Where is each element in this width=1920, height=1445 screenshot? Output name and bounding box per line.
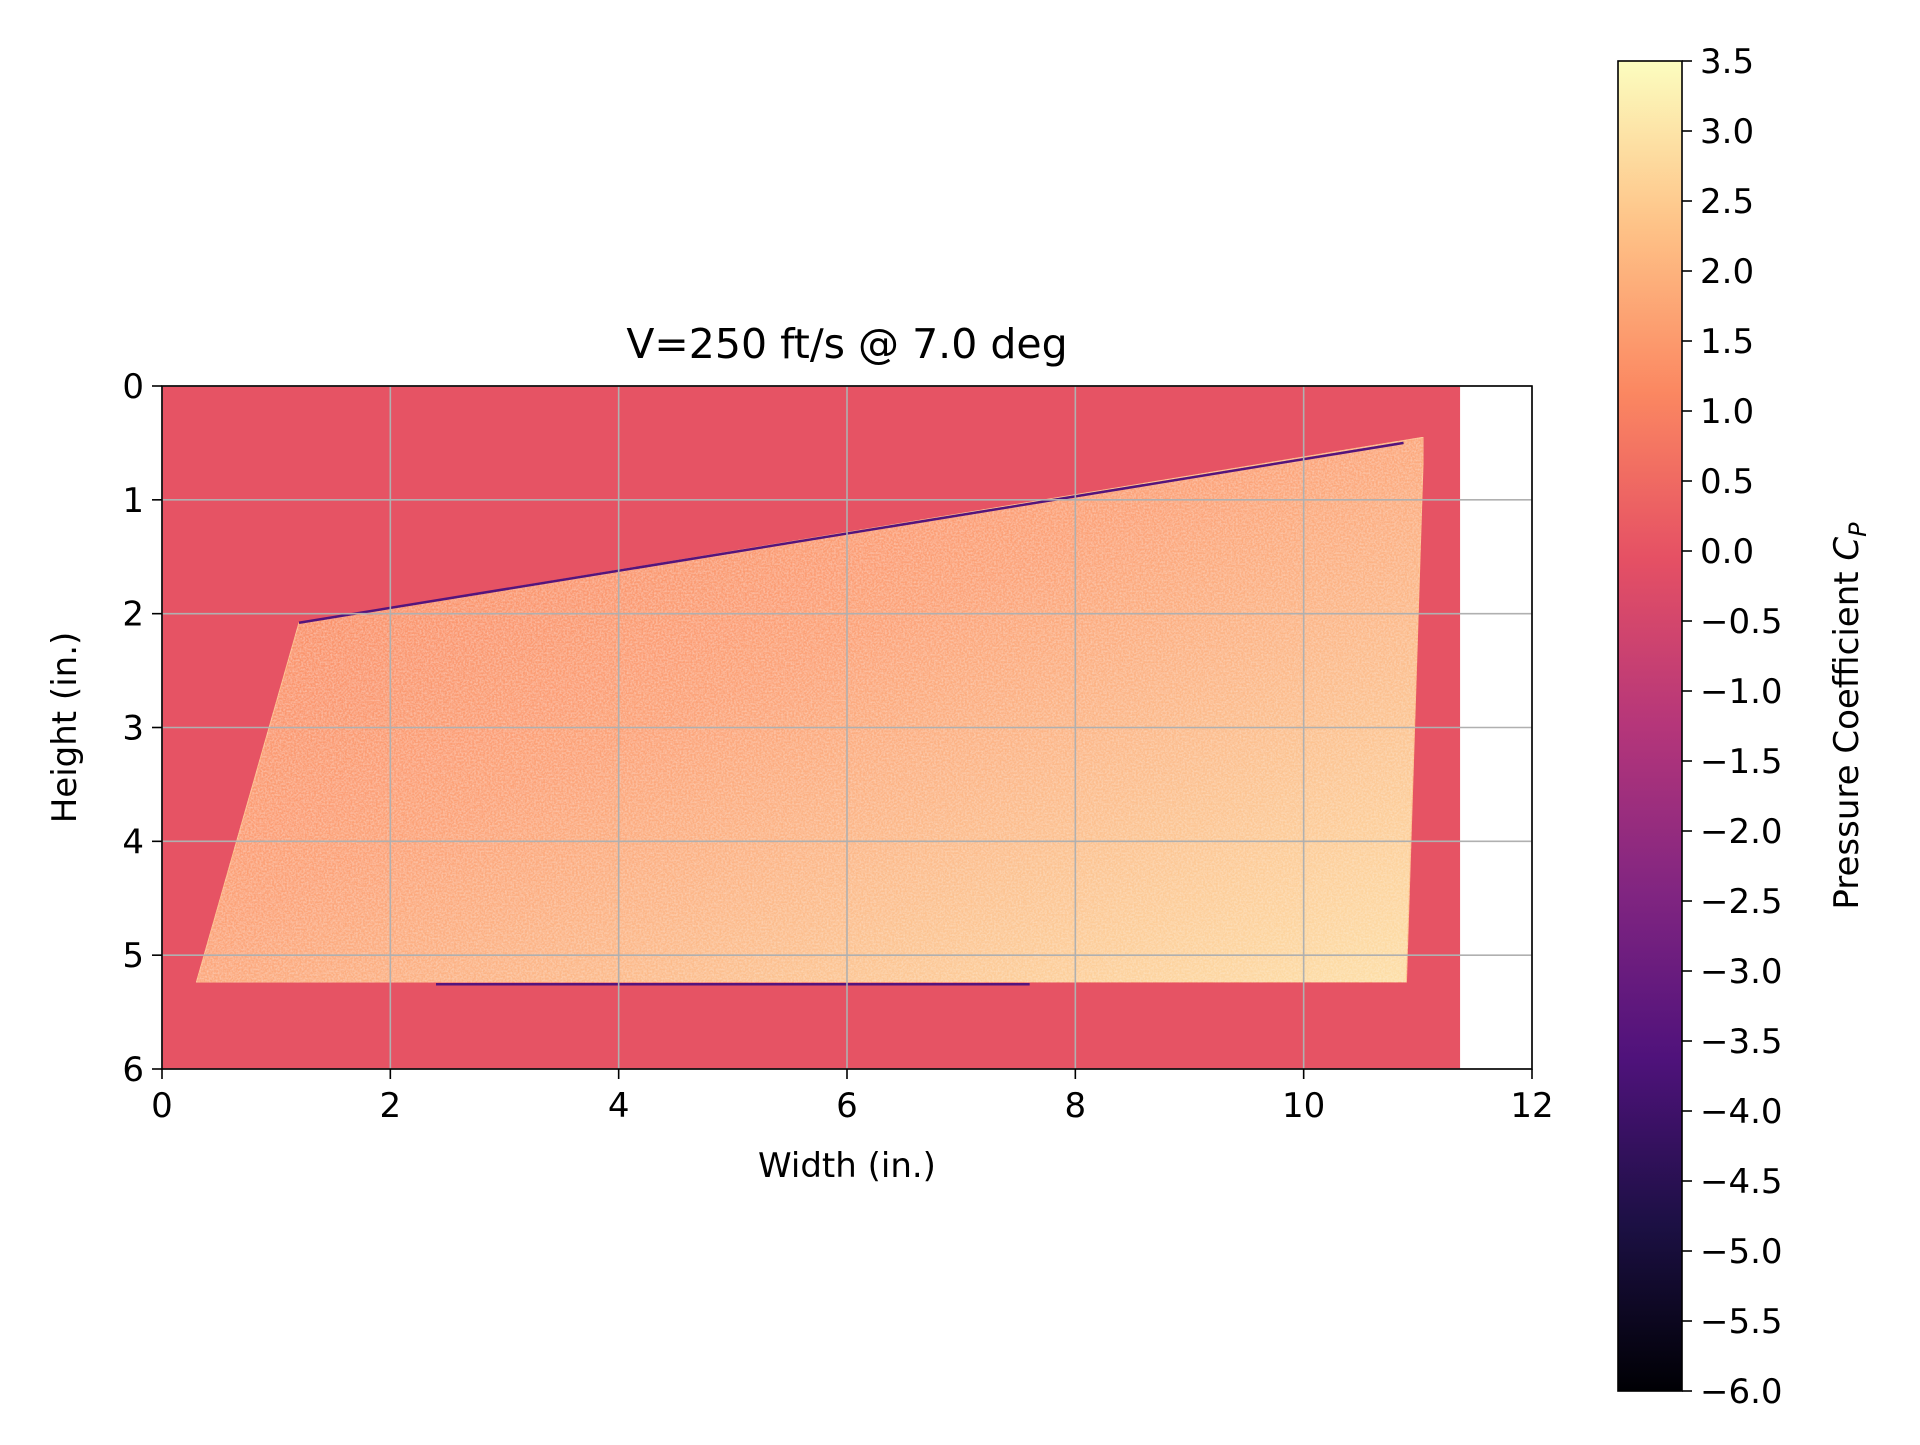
colorbar-label: Pressure Coefficient CP bbox=[1827, 522, 1872, 910]
x-tick-label: 2 bbox=[380, 1086, 402, 1126]
colorbar-tick-label: 3.0 bbox=[1700, 112, 1754, 152]
colorbar-tick-label: 0.5 bbox=[1700, 462, 1754, 502]
x-tick-label: 0 bbox=[151, 1086, 173, 1126]
colorbar-tick-label: 2.5 bbox=[1700, 182, 1754, 222]
y-tick-label: 0 bbox=[122, 367, 144, 407]
colorbar-tick-label: 3.5 bbox=[1700, 42, 1754, 82]
colorbar-tick-label: 1.0 bbox=[1700, 392, 1754, 432]
colorbar-label-subscript: P bbox=[1844, 522, 1872, 537]
x-tick-label: 6 bbox=[836, 1086, 858, 1126]
x-axis-label: Width (in.) bbox=[758, 1146, 936, 1186]
x-tick-label: 8 bbox=[1065, 1086, 1087, 1126]
y-tick-label: 1 bbox=[122, 481, 144, 521]
colorbar-tick-label: −1.5 bbox=[1700, 742, 1783, 782]
colorbar-tick-label: −4.0 bbox=[1700, 1092, 1783, 1132]
y-axis-ticks: 0 1 2 3 4 5 6 bbox=[122, 367, 162, 1090]
y-tick-label: 5 bbox=[122, 936, 144, 976]
colorbar-tick-label: −0.5 bbox=[1700, 602, 1783, 642]
colorbar-ticks: 3.5 3.0 2.5 2.0 1.5 1.0 0.5 0.0 −0.5 −1.0 −1.5 −2.0… bbox=[1682, 42, 1783, 1412]
colorbar-tick-label: −1.0 bbox=[1700, 672, 1783, 712]
y-axis-label: Height (in.) bbox=[45, 632, 85, 824]
colorbar-tick-label: −3.0 bbox=[1700, 952, 1783, 992]
y-tick-label: 2 bbox=[122, 595, 144, 635]
colorbar-tick-label: −6.0 bbox=[1700, 1372, 1783, 1412]
colorbar-tick-label: 2.0 bbox=[1700, 252, 1754, 292]
colorbar-tick-label: −5.0 bbox=[1700, 1232, 1783, 1272]
colorbar-tick-label: −3.5 bbox=[1700, 1022, 1783, 1062]
colorbar-label-symbol: C bbox=[1827, 537, 1867, 561]
colorbar-tick-label: −2.5 bbox=[1700, 882, 1783, 922]
colorbar-tick-label: −5.5 bbox=[1700, 1302, 1783, 1342]
x-axis-ticks: 0 2 4 6 8 10 12 bbox=[151, 1069, 1554, 1126]
colorbar-tick-label: −4.5 bbox=[1700, 1162, 1783, 1202]
y-tick-label: 6 bbox=[122, 1050, 144, 1090]
x-tick-label: 4 bbox=[608, 1086, 630, 1126]
surface-pressure-map bbox=[195, 436, 1424, 983]
y-tick-label: 3 bbox=[122, 709, 144, 749]
colorbar-label-main: Pressure Coefficient bbox=[1827, 561, 1867, 910]
x-tick-label: 10 bbox=[1282, 1086, 1325, 1126]
colorbar-tick-label: 1.5 bbox=[1700, 322, 1754, 362]
colorbar: 3.5 3.0 2.5 2.0 1.5 1.0 0.5 0.0 −0.5 −1.0 −1.5 −2.0… bbox=[1617, 42, 1872, 1412]
colorbar-tick-label: −2.0 bbox=[1700, 812, 1783, 852]
x-tick-label: 12 bbox=[1510, 1086, 1553, 1126]
colorbar-tick-label: 0.0 bbox=[1700, 532, 1754, 572]
chart-title: V=250 ft/s @ 7.0 deg bbox=[626, 320, 1067, 368]
colorbar-gradient bbox=[1617, 60, 1683, 1392]
y-tick-label: 4 bbox=[122, 822, 144, 862]
leading-edge-suction-line bbox=[298, 441, 1404, 625]
